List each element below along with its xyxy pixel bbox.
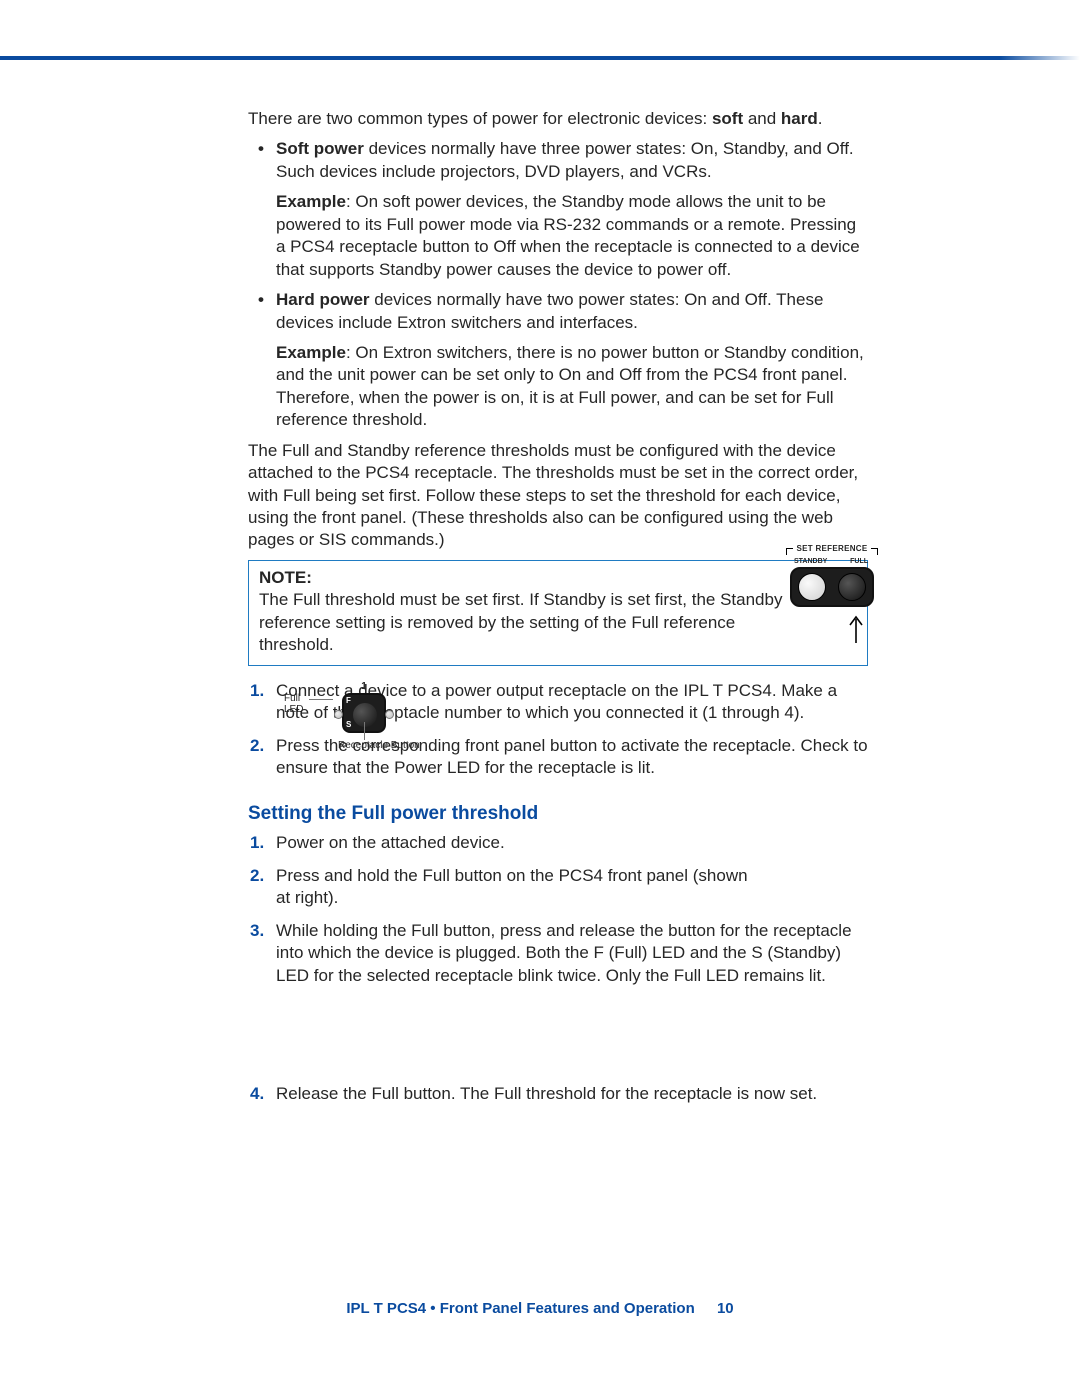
full-led-label: Full LED <box>284 694 303 715</box>
list-item: Release the Full button. The Full thresh… <box>276 1083 868 1105</box>
example-label: Example <box>276 192 346 211</box>
receptacle-caption: Receptacle Button <box>338 739 454 752</box>
left-led-icon <box>334 710 343 719</box>
intro-end: . <box>818 109 823 128</box>
intro-paragraph: There are two common types of power for … <box>248 108 868 130</box>
soft-power-bold: Soft power <box>276 139 364 158</box>
page-footer: IPL T PCS4 • Front Panel Features and Op… <box>0 1299 1080 1319</box>
document-page: There are two common types of power for … <box>0 0 1080 1397</box>
list-item: Hard power devices normally have two pow… <box>276 289 868 432</box>
power-type-list: Soft power devices normally have three p… <box>248 138 868 431</box>
f-indicator: F <box>346 696 351 707</box>
set-reference-diagram: SET REFERENCE STANDBY FULL <box>790 544 874 643</box>
list-item: Power on the attached device. <box>276 832 868 854</box>
receptacle-button-icon <box>353 703 377 727</box>
full-label: FULL <box>850 557 868 566</box>
soft-power-example: Example: On soft power devices, the Stan… <box>276 191 868 281</box>
receptacle-diagram: Full LED 1 F S Receptacle Button <box>284 680 454 752</box>
page-number: 10 <box>717 1300 734 1317</box>
section-heading: Setting the Full power threshold <box>248 801 868 826</box>
leader-line-icon <box>309 699 333 700</box>
thresholds-paragraph: The Full and Standby reference threshold… <box>248 440 868 552</box>
soft-power-lead: Soft power devices normally have three p… <box>276 138 868 183</box>
right-led-icon <box>385 710 394 719</box>
list-item: Press and hold the Full button on the PC… <box>276 865 868 910</box>
example-text: : On Extron switchers, there is no power… <box>276 343 864 429</box>
list-item: Soft power devices normally have three p… <box>276 138 868 281</box>
note-callout: NOTE: The Full threshold must be set fir… <box>248 560 868 666</box>
hard-power-bold: Hard power <box>276 290 370 309</box>
intro-mid: and <box>743 109 781 128</box>
standby-button-icon <box>798 573 826 601</box>
s-indicator: S <box>346 720 351 731</box>
header-rule <box>0 56 1040 60</box>
standby-label: STANDBY <box>794 557 827 566</box>
receptacle-number: 1 <box>342 680 386 693</box>
footer-text: IPL T PCS4 • Front Panel Features and Op… <box>346 1300 694 1317</box>
set-reference-title: SET REFERENCE <box>790 544 874 555</box>
intro-bold-hard: hard <box>781 109 818 128</box>
full-threshold-steps: Power on the attached device. Press and … <box>248 832 868 1105</box>
hard-power-example: Example: On Extron switchers, there is n… <box>276 342 868 432</box>
full-button-icon <box>838 573 866 601</box>
set-reference-buttons <box>790 567 874 607</box>
example-text: : On soft power devices, the Standby mod… <box>276 192 860 278</box>
leader-line-icon <box>364 722 365 740</box>
note-label: NOTE: <box>259 567 317 589</box>
intro-bold-soft: soft <box>712 109 743 128</box>
example-label: Example <box>276 343 346 362</box>
full-led-label-l1: Full <box>284 693 300 704</box>
arrow-up-icon <box>790 613 874 643</box>
set-reference-labels: STANDBY FULL <box>790 555 874 567</box>
hard-power-lead: Hard power devices normally have two pow… <box>276 289 868 334</box>
list-item: While holding the Full button, press and… <box>276 920 868 987</box>
note-body: The Full threshold must be set first. If… <box>259 589 795 656</box>
intro-text: There are two common types of power for … <box>248 109 712 128</box>
body-content: There are two common types of power for … <box>248 108 868 1116</box>
full-led-label-l2: LED <box>284 704 303 715</box>
